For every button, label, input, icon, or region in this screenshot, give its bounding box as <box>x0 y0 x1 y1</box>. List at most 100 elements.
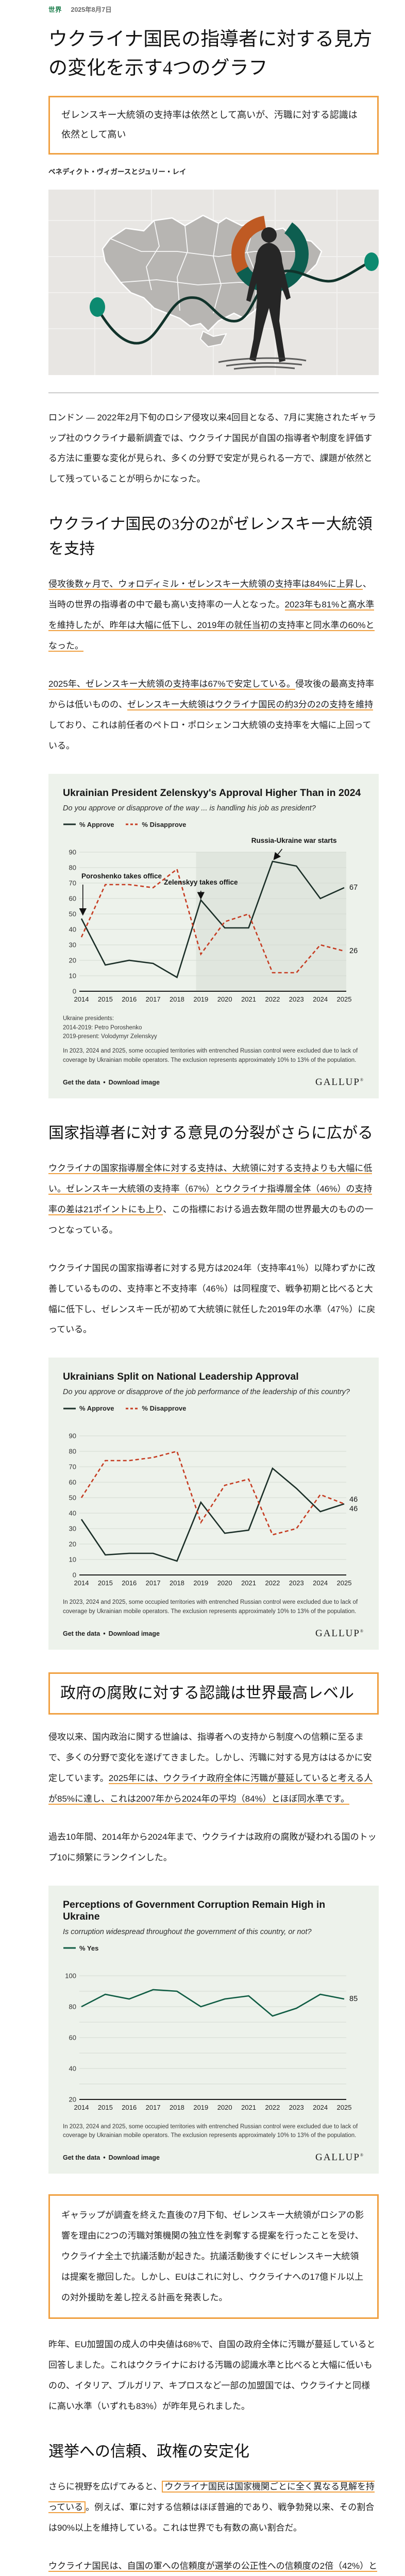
get-the-data-link[interactable]: Get the data <box>63 1078 100 1086</box>
paragraph: ウクライナの国家指導層全体に対する支持は、大統領に対する支持よりも大幅に低い。ゼ… <box>48 1158 379 1241</box>
x-axis-tick: 2018 <box>170 2104 184 2111</box>
inline-link[interactable]: 2025年には、ウクライナ政府全体に汚職が蔓延していると考える人が85%に達し、… <box>48 1773 373 1805</box>
chart-card-2: Ukrainians Split on National Leadership … <box>48 1358 379 1650</box>
x-axis-tick: 2025 <box>337 2104 352 2111</box>
y-axis-tick: 10 <box>69 1556 76 1564</box>
inline-link[interactable]: 2025年、ゼレンスキー大統領の支持率は67%で安定している。 <box>48 679 295 690</box>
article-body: ロンドン — 2022年2月下旬のロシア侵攻以来4回目となる、7月に実施されたギ… <box>48 392 379 2576</box>
x-axis-tick: 2022 <box>265 1579 280 1587</box>
chart-footnote: In 2023, 2024 and 2025, some occupied te… <box>63 1599 358 1615</box>
y-axis-tick: 20 <box>69 2095 76 2103</box>
legend-label: % Disapprove <box>142 820 187 828</box>
y-axis-tick: 0 <box>73 1571 76 1579</box>
paragraph: さらに視野を広げてみると、 ウクライナ国民は国家機関ごとに全く異なる見解を持ってい… <box>48 2477 379 2538</box>
download-image-link[interactable]: Download image <box>108 1630 160 1638</box>
highlight-boxed-text: ウクライナ国民は国家機関ごとに全く異なる見解を持っている <box>48 2480 375 2513</box>
inline-link[interactable]: ウクライナの国家指導層全体に対する支持は、大統領に対する支持よりも大幅に低い。 <box>48 1163 373 1195</box>
text-segment: 、当時の世界の指導者の中で最も高い支持率の一人となった。 <box>48 579 372 610</box>
text-segment: ギャラップが調査を終えた直後の7月下旬、ゼレンスキー大統領がロシアの影響を理由に… <box>61 2210 364 2303</box>
legend-item: % Disapprove <box>125 821 186 828</box>
inline-link[interactable]: ゼレンスキー大統領の支持率（67%）とウクライナ指導層全体（46%）の支持率の差… <box>48 1183 373 1215</box>
x-axis-tick: 2016 <box>122 995 137 1003</box>
text-segment: 過去10年間、2014年から2024年まで、ウクライナは政府の腐敗が疑われる国の… <box>48 1832 377 1862</box>
x-axis-tick: 2017 <box>146 2104 161 2111</box>
series-end-label: 46 <box>349 1505 358 1513</box>
chart-links-row: Get the data • Download image GALLUP® <box>63 1077 364 1090</box>
x-axis-tick: 2018 <box>170 1579 184 1587</box>
chart-source-line: 2014-2019: Petro Poroshenko <box>63 1024 142 1031</box>
x-axis-tick: 2025 <box>337 1579 352 1587</box>
data-series-line <box>80 860 345 978</box>
kicker-link[interactable]: 世界 <box>48 6 62 13</box>
x-axis-tick: 2014 <box>74 995 89 1003</box>
x-axis-tick: 2024 <box>313 995 328 1003</box>
gallup-wordmark: GALLUP <box>315 2152 360 2163</box>
paragraph: 2025年、ゼレンスキー大統領の支持率は67%で安定している。侵攻後の最高支持率… <box>48 674 379 756</box>
text-segment: ロンドン — 2022年2月下旬のロシア侵攻以来4回目となる、7月に実施されたギ… <box>48 412 377 484</box>
chart-card-3: Perceptions of Government Corruption Rem… <box>48 1885 379 2174</box>
chart-title: Ukrainians Split on National Leadership … <box>63 1371 299 1383</box>
legend-swatch-icon <box>63 823 76 825</box>
paragraph: 昨年、EU加盟国の成人の中央値は68%で、自国の政府全体に汚職が蔓延していると回… <box>48 2334 379 2417</box>
links-separator: • <box>103 2154 106 2162</box>
section-heading: ウクライナ国民の3分の2がゼレンスキー大統領を支持 <box>48 516 373 558</box>
chart-subtitle: Do you approve or disapprove of the job … <box>63 1388 350 1397</box>
y-axis-tick: 60 <box>69 2033 76 2041</box>
y-axis-tick: 50 <box>69 1494 76 1502</box>
y-axis-tick: 90 <box>69 848 76 856</box>
text-segment: 、この指標における過去数年間の世界最大のものの一つとなっている。 <box>48 1204 374 1235</box>
chart-source-line: Ukraine presidents: <box>63 1015 114 1022</box>
text-segment: しており、これは前任者のペトロ・ポロシェンコ大統領の支持率を大幅に上回っている。 <box>48 720 372 751</box>
inline-link[interactable]: ゼレンスキー大統領はウクライナ国民の約3分の2の支持を維持 <box>127 700 374 711</box>
legend-item: % Yes <box>63 1944 98 1952</box>
x-axis-tick: 2021 <box>241 2104 256 2111</box>
inline-link[interactable]: 2023年も81%と高水準を維持したが、昨年は大幅に低下し、2019年の就任当初… <box>48 600 375 652</box>
paragraph: ウクライナ国民の国家指導者に対する見方は2024年（支持率41％）以降わずかに改… <box>48 1258 379 1341</box>
inline-link[interactable]: 侵攻後数ヶ月で、ウォロディミル・ゼレンスキー大統領の支持率は84%に上昇し <box>48 579 363 590</box>
download-image-link[interactable]: Download image <box>108 1078 160 1086</box>
y-axis-tick: 90 <box>69 1432 76 1440</box>
x-axis-tick: 2016 <box>122 1579 137 1587</box>
x-axis-tick: 2023 <box>289 2104 304 2111</box>
text-segment: ウクライナ国民の国家指導者に対する見方は2024年（支持率41％）以降わずかに改… <box>48 1263 376 1335</box>
gallup-wordmark: GALLUP <box>315 1076 360 1088</box>
x-axis-tick: 2023 <box>289 1579 304 1587</box>
x-axis-tick: 2017 <box>146 1579 161 1587</box>
section-heading: 選挙への信頼、政権の安定化 <box>48 2443 249 2460</box>
data-series-line <box>80 868 345 974</box>
y-axis-tick: 30 <box>69 941 76 948</box>
gallup-wordmark: GALLUP <box>315 1628 360 1639</box>
links-separator: • <box>103 1630 106 1638</box>
y-axis-tick: 30 <box>69 1525 76 1533</box>
data-series-line <box>80 1467 345 1563</box>
paragraph: ギャラップが調査を終えた直後の7月下旬、ゼレンスキー大統領がロシアの影響を理由に… <box>61 2205 366 2308</box>
y-axis-tick: 70 <box>69 1463 76 1471</box>
download-image-link[interactable]: Download image <box>108 2154 160 2162</box>
kicker-row: 世界 2025年8月7日 <box>48 0 379 14</box>
get-the-data-link[interactable]: Get the data <box>63 1630 100 1638</box>
legend-item: % Disapprove <box>125 1404 186 1412</box>
inline-link[interactable]: ウクライナ国民は、自国の軍への信頼度が選挙の公正性への信頼度の2倍（42%）とな… <box>48 2561 378 2576</box>
series-end-label: 67 <box>349 884 358 892</box>
x-axis-tick: 2018 <box>170 995 184 1003</box>
x-axis-tick: 2016 <box>122 2104 137 2111</box>
chart-subtitle: Do you approve or disapprove of the way … <box>63 804 316 812</box>
chart-annotation: Poroshenko takes office <box>81 872 162 880</box>
chart-source: Ukraine presidents: 2014-2019: Petro Poro… <box>63 1014 364 1042</box>
series-end-label: 46 <box>349 1496 358 1504</box>
get-the-data-link[interactable]: Get the data <box>63 2154 100 2162</box>
series-end-label: 85 <box>349 1995 358 2003</box>
legend-label: % Yes <box>79 1944 99 1952</box>
text-segment: 侵攻以来、国内政治に関する世論は、指導者への支持から制度への信頼に至るまで、多く… <box>48 1732 372 1783</box>
x-axis-tick: 2017 <box>146 995 161 1003</box>
data-series-line <box>80 1450 345 1536</box>
highlight-box: ギャラップが調査を終えた直後の7月下旬、ゼレンスキー大統領がロシアの影響を理由に… <box>48 2194 379 2319</box>
x-axis-tick: 2014 <box>74 2104 89 2111</box>
legend-label: % Disapprove <box>142 1404 187 1413</box>
legend-swatch-icon <box>126 1408 139 1410</box>
y-axis-tick: 40 <box>69 1510 76 1517</box>
chart-annotation: Russia-Ukraine war starts <box>251 837 337 844</box>
x-axis-tick: 2019 <box>193 995 208 1003</box>
byline: ベネディクト・ヴィガースとジュリー・レイ <box>48 167 187 176</box>
x-axis-tick: 2014 <box>74 1579 89 1587</box>
